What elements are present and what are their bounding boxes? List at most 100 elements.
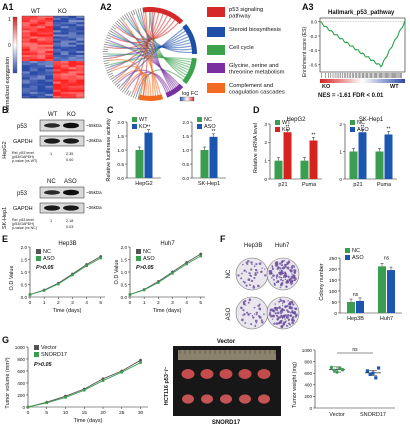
- ytick-label: 1.0: [182, 148, 189, 154]
- heatmap-cell: [45, 28, 53, 30]
- colony: [247, 260, 250, 263]
- heatmap-cell: [30, 34, 38, 36]
- heatmap-cell: [61, 49, 69, 51]
- colony: [290, 307, 291, 308]
- legend-swatch: [136, 256, 141, 261]
- ytick-label: 0: [22, 405, 25, 410]
- colony: [241, 273, 243, 275]
- heatmap-cell: [45, 53, 53, 55]
- ytick-label: 1000: [15, 345, 26, 350]
- heatmap-cell: [69, 69, 77, 71]
- colony: [283, 309, 285, 311]
- colony: [274, 303, 275, 304]
- colony: [286, 281, 289, 284]
- heatmap-cell: [30, 57, 38, 59]
- xtick-label: 3: [71, 300, 74, 306]
- sig-mark: **: [312, 133, 316, 139]
- legend-label: KO: [282, 127, 291, 133]
- heatmap-cell: [76, 67, 84, 69]
- gene-tick: [119, 19, 122, 23]
- colony: [286, 314, 288, 316]
- ytick-label: 0.5: [21, 282, 28, 287]
- colony: [244, 281, 246, 283]
- heatmap-cell: [22, 49, 30, 51]
- heatmap-cell: [30, 94, 38, 96]
- colony: [286, 286, 288, 288]
- heatmap-cell: [69, 75, 77, 77]
- xtick-label: 5: [99, 300, 102, 306]
- legend-swatch: [345, 248, 350, 253]
- b-skhep1-row-p53: p53: [17, 191, 28, 197]
- colony: [269, 314, 270, 315]
- heatmap-cell: [76, 26, 84, 28]
- gene-tick: [107, 71, 112, 73]
- tumor-snord17: [220, 394, 232, 403]
- heatmap-cell: [22, 63, 30, 65]
- panel-b-label: B: [2, 105, 9, 115]
- colony: [279, 276, 281, 278]
- f-col-huh7: Huh7: [275, 243, 290, 249]
- colony: [279, 262, 281, 264]
- f-colony-wells: [236, 258, 299, 329]
- heatmap-cell: [45, 92, 53, 94]
- colony: [281, 308, 283, 310]
- heatmap-cell: [76, 59, 84, 61]
- f-col-hep3b: Hep3B: [244, 243, 262, 249]
- xtick-label: 15: [82, 410, 88, 416]
- heatmap-cell: [61, 59, 69, 61]
- data-point: [171, 272, 174, 275]
- heatmap-cell: [38, 82, 46, 84]
- ytick-label: 0: [334, 311, 337, 317]
- legend-swatch: [207, 45, 225, 55]
- heatmap-cell: [69, 78, 77, 80]
- heatmap-cell: [22, 20, 30, 22]
- heatmap-cell: [53, 61, 61, 63]
- heatmap-cell: [38, 24, 46, 26]
- a3-stats: NES = -1.61 FDR < 0.01: [318, 93, 384, 99]
- ytick-label: 50: [332, 300, 338, 306]
- b-skhep1-mw-gapdh: ~36kDa: [86, 205, 102, 210]
- gene-tick: [106, 69, 111, 71]
- b-hepg2-quant: Rel. p53 level (p53/GAPDH) p-value (vs W…: [12, 151, 73, 163]
- heatmap-cell: [53, 20, 61, 22]
- heatmap-cell: [38, 49, 46, 51]
- ytick-label: 1.0: [117, 148, 124, 154]
- heatmap-cell: [45, 71, 53, 73]
- svg-text:0.00: 0.00: [66, 158, 73, 162]
- heatmap-cell: [76, 57, 84, 59]
- heatmap-cell: [30, 47, 38, 49]
- heatmap-cell: [38, 47, 46, 49]
- logfc-scale: [180, 97, 194, 101]
- g-photo-title: Vector: [217, 339, 236, 345]
- colony: [285, 279, 286, 280]
- legend-swatch: [207, 27, 225, 37]
- ytick-label: 0.0: [121, 295, 128, 300]
- ytick-label: 0.0: [117, 176, 124, 182]
- series-line: [28, 363, 141, 407]
- heatmap-cell: [30, 73, 38, 75]
- heatmap-cell: [69, 24, 77, 26]
- heatmap-cell: [45, 82, 53, 84]
- a1-scale-high: 1: [8, 17, 11, 23]
- heatmap-cell: [38, 26, 46, 28]
- colony: [280, 312, 282, 314]
- colony: [237, 274, 239, 276]
- heatmap-cell: [38, 71, 46, 73]
- data-point: [139, 359, 142, 362]
- xtick-label: 2: [57, 300, 60, 306]
- heatmap-cell: [38, 69, 46, 71]
- colony: [256, 271, 258, 273]
- b-hepg2-cell: HepG2: [2, 141, 8, 158]
- heatmap-cell: [22, 90, 30, 92]
- data-point: [371, 372, 374, 375]
- d-bar-charts: 0123HepG2**p21**PumaWTKO012SK-Hep1**p21*…: [264, 117, 397, 188]
- legend-label: NC: [357, 120, 365, 126]
- ytick-label: 1: [339, 149, 342, 155]
- colony: [250, 323, 252, 325]
- f-row-nc: NC: [226, 269, 232, 278]
- heatmap-cell: [38, 86, 46, 88]
- category-label: Puma: [377, 182, 392, 188]
- colony: [282, 267, 285, 270]
